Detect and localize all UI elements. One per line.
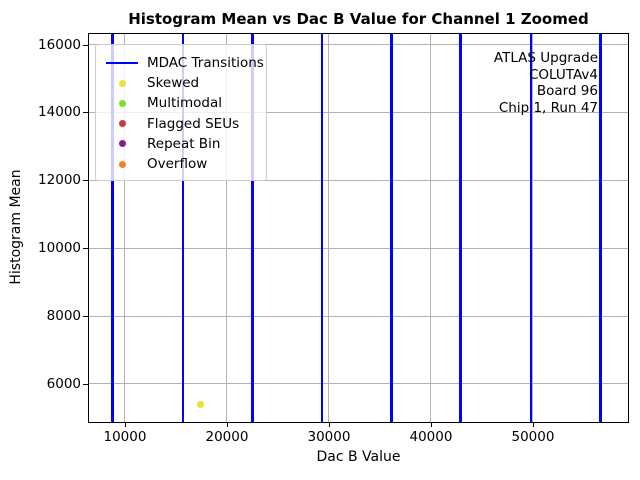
x-gridline xyxy=(532,34,534,422)
legend-item: Repeat Bin xyxy=(104,134,260,154)
legend-dot-icon xyxy=(118,160,126,168)
y-tick-mark xyxy=(83,383,88,385)
x-tick-mark xyxy=(328,423,330,427)
mdac-transition-line xyxy=(251,34,254,422)
y-tick-label: 10000 xyxy=(38,240,81,257)
y-gridline xyxy=(89,247,628,249)
y-tick-label: 14000 xyxy=(38,104,81,121)
mdac-transition-line xyxy=(390,34,393,422)
x-tick-mark xyxy=(226,423,228,427)
legend-dot-icon xyxy=(118,79,126,87)
legend-marker-wrap xyxy=(104,140,140,148)
y-gridline xyxy=(89,383,628,385)
legend-dot-icon xyxy=(118,99,126,107)
legend-item: Multimodal xyxy=(104,93,260,113)
x-tick-mark xyxy=(124,423,126,427)
x-tick-mark xyxy=(430,423,432,427)
y-tick-label: 6000 xyxy=(46,375,81,392)
legend-marker-wrap xyxy=(104,79,140,87)
y-tick-label: 12000 xyxy=(38,172,81,189)
legend-item-label: MDAC Transitions xyxy=(147,55,264,72)
y-axis-label: Histogram Mean xyxy=(8,169,24,285)
legend-dot-icon xyxy=(118,140,126,148)
legend-dot-icon xyxy=(118,120,126,128)
mdac-transition-line xyxy=(111,34,114,422)
scatter-point-skewed xyxy=(197,400,205,408)
y-tick-mark xyxy=(83,316,88,318)
mdac-transition-line xyxy=(459,34,462,422)
y-tick-mark xyxy=(83,44,88,46)
legend-item-label: Skewed xyxy=(147,75,200,92)
legend-item-label: Multimodal xyxy=(147,95,223,112)
y-tick-label: 16000 xyxy=(38,36,81,53)
legend-marker-wrap xyxy=(104,61,140,65)
legend: MDAC Transitions Skewed Multimodal Flagged … xyxy=(95,44,267,182)
x-axis-label: Dac B Value xyxy=(316,449,401,465)
x-gridline xyxy=(226,34,228,422)
x-gridline xyxy=(124,34,126,422)
y-gridline xyxy=(89,111,628,113)
x-tick-label: 50000 xyxy=(511,429,555,445)
legend-marker-wrap xyxy=(104,160,140,168)
x-gridline xyxy=(328,34,330,422)
legend-item-label: Flagged SEUs xyxy=(147,115,240,132)
annotation-line: ATLAS Upgrade xyxy=(493,50,598,66)
annotation-line: Chip 1, Run 47 xyxy=(498,99,598,116)
y-gridline xyxy=(89,179,628,181)
annotation-line: Board 96 xyxy=(536,83,598,100)
x-tick-label: 30000 xyxy=(307,429,351,445)
y-gridline xyxy=(89,315,628,317)
legend-item-label: Repeat Bin xyxy=(147,135,221,152)
x-tick-label: 40000 xyxy=(409,429,453,445)
mdac-transition-line xyxy=(320,34,324,422)
x-tick-mark xyxy=(532,423,534,427)
plot-area: MDAC Transitions Skewed Multimodal Flagged … xyxy=(38,33,629,445)
x-tick-label: 20000 xyxy=(205,429,249,445)
legend-marker-wrap xyxy=(104,120,140,128)
y-tick-label: 8000 xyxy=(46,308,81,325)
mdac-transition-line xyxy=(181,34,185,422)
chart-title: Histogram Mean vs Dac B Value for Channe… xyxy=(128,10,589,28)
x-tick-label: 10000 xyxy=(103,429,147,445)
legend-marker-wrap xyxy=(104,99,140,107)
legend-item: Overflow xyxy=(104,154,260,174)
y-tick-mark xyxy=(83,248,88,250)
annotation-text: ATLAS Upgrade COLUTAv4 Board 96 Chip 1, Run… xyxy=(494,50,598,116)
legend-item: Skewed xyxy=(104,73,260,93)
y-gridline xyxy=(89,44,628,46)
x-gridline xyxy=(430,34,432,422)
y-tick-mark xyxy=(83,180,88,182)
legend-item: Flagged SEUs xyxy=(104,114,260,134)
mdac-transition-line xyxy=(529,34,533,422)
legend-item: MDAC Transitions xyxy=(104,53,264,73)
mdac-transition-line xyxy=(599,34,602,422)
annotation-line: COLUTAv4 xyxy=(528,66,598,83)
legend-line-icon xyxy=(106,61,138,65)
legend-item-label: Overflow xyxy=(147,156,208,173)
y-tick-mark xyxy=(83,112,88,114)
